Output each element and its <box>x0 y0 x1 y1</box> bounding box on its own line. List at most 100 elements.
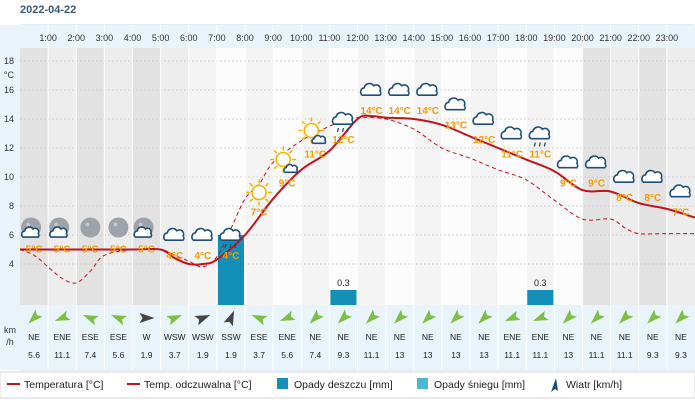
rain-bar <box>527 290 554 305</box>
wind-speed-label: 7.4 <box>309 350 321 360</box>
temp-label: 11°C <box>501 150 523 161</box>
wind-direction-label: ENE <box>53 332 71 342</box>
wind-direction-label: NE <box>647 332 659 342</box>
sun-ray <box>289 149 293 154</box>
legend-temperature: Temperatura [°C] <box>24 379 104 391</box>
wind-arrow-icon <box>478 309 493 324</box>
wind-direction-label: ESE <box>82 332 99 342</box>
wind-speed-label: 11.1 <box>54 350 70 360</box>
rain-label: 0.3 <box>534 278 547 288</box>
legend-rain-swatch <box>277 378 288 389</box>
cloud-shape <box>191 227 213 241</box>
cloud-shape <box>283 163 299 174</box>
hour-label: 4:00 <box>124 33 142 43</box>
y-tick-label: 18 <box>4 56 14 66</box>
moon-icon <box>80 217 101 238</box>
moon-disc <box>80 217 101 238</box>
sun-ray <box>301 136 306 141</box>
cloud-shape <box>556 155 579 169</box>
y-tick-label: 10 <box>4 172 14 182</box>
arrow-shape <box>139 313 155 323</box>
sun-ray <box>273 149 278 154</box>
hour-label: 22:00 <box>627 33 650 43</box>
cloud-icon <box>162 227 185 241</box>
cloud-shape <box>528 126 551 140</box>
cloud-shape <box>49 226 68 238</box>
arrow-shape <box>54 310 71 322</box>
wind-speed-label: 13 <box>395 350 405 360</box>
rain-drop <box>538 142 541 147</box>
y-tick-label: 16 <box>4 85 14 95</box>
wind-direction-label: NE <box>309 332 321 342</box>
sun-ray <box>317 120 322 125</box>
wind-arrow-icon <box>337 309 352 324</box>
cloud-shape <box>641 169 663 183</box>
temp-label: 9°C <box>588 179 605 190</box>
wind-speed-label: 11.1 <box>532 350 548 360</box>
temp-label: 7°C <box>251 208 268 219</box>
legend-wind: Wiatr [km/h] <box>566 379 622 391</box>
wind-direction-label: NE <box>478 332 490 342</box>
wind-speed-label: 13 <box>479 350 489 360</box>
temp-label: 14°C <box>417 106 439 117</box>
rain-bar <box>330 290 357 305</box>
wind-arrow-icon <box>28 309 43 324</box>
wind-speed-label: 5.6 <box>113 350 125 360</box>
rain-drop <box>336 127 340 133</box>
wind-direction-label: NE <box>591 332 603 342</box>
y-tick-label: 14 <box>4 114 14 124</box>
temp-label: 12°C <box>473 135 495 146</box>
cloud-icon <box>444 97 466 111</box>
y-tick-label: 6 <box>9 230 14 240</box>
wind-direction-label: ESE <box>251 332 268 342</box>
arrow-shape <box>111 314 127 326</box>
moon-disc <box>108 217 129 238</box>
wind-arrow-icon <box>532 310 549 322</box>
cloud-icon <box>556 155 579 169</box>
sun-ray <box>264 198 269 203</box>
arrow-shape <box>422 309 437 324</box>
arrow-shape <box>619 309 634 324</box>
wind-direction-label: ENE <box>278 332 296 342</box>
moon-crater <box>138 222 143 227</box>
hour-label: 9:00 <box>264 33 282 43</box>
wind-arrow-icon <box>139 313 155 323</box>
moon-crater <box>26 222 31 227</box>
hour-label: 19:00 <box>543 33 566 43</box>
arrow-shape <box>532 310 549 322</box>
rain-drop <box>543 142 546 147</box>
wind-speed-label: 1.9 <box>225 350 237 360</box>
hour-label: 12:00 <box>346 33 369 43</box>
cloud-icon <box>641 169 663 183</box>
y-axis-unit: °C <box>4 70 15 80</box>
hour-label: 16:00 <box>459 33 482 43</box>
hour-label: 17:00 <box>487 33 510 43</box>
temp-label: 14°C <box>389 106 411 117</box>
temp-label: 11°C <box>529 150 551 161</box>
wind-direction-label: ESE <box>110 332 127 342</box>
rain-drop <box>346 127 350 133</box>
sun-icon <box>246 179 273 206</box>
temp-label: 7°C <box>673 208 690 219</box>
cloud-icon <box>191 227 213 241</box>
wind-speed-label: 5.6 <box>28 350 40 360</box>
arrow-shape <box>251 314 268 326</box>
wind-speed-label: 11.1 <box>589 350 605 360</box>
wind-arrow-icon <box>590 309 606 324</box>
wind-arrow-icon <box>54 310 71 322</box>
sun-ray <box>273 165 278 170</box>
wind-direction-label: SSW <box>221 332 240 342</box>
cloud-shape <box>500 126 523 140</box>
wind-direction-label: NE <box>28 332 40 342</box>
cloud-shape <box>219 227 241 241</box>
rain-cloud-icon <box>331 111 354 133</box>
legend-wind-icon <box>551 378 558 392</box>
wind-direction-label: NE <box>366 332 378 342</box>
temp-label: 5°C <box>138 245 155 256</box>
wind-direction-label: NE <box>422 332 434 342</box>
rain-drop <box>533 142 536 147</box>
cloud-shape <box>416 82 438 96</box>
arrow-shape <box>394 309 409 324</box>
wind-arrow-icon <box>194 314 211 326</box>
hour-label: 20:00 <box>571 33 594 43</box>
